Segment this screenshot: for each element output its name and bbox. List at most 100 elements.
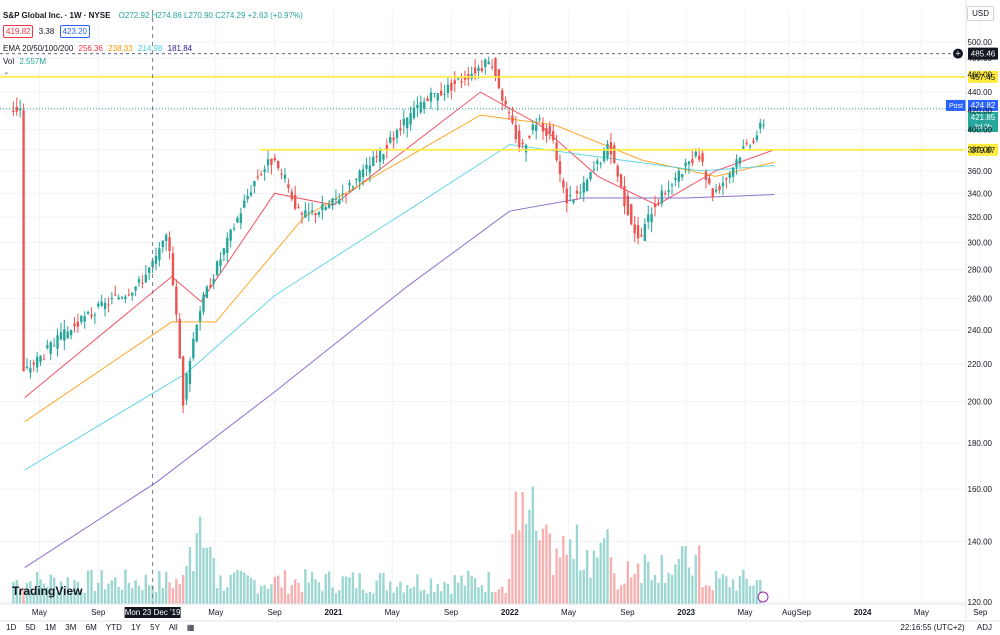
volume-bar <box>409 588 412 604</box>
volume-bar <box>691 575 694 604</box>
volume-bar <box>416 574 419 604</box>
y-tick-label: 440.00 <box>968 88 993 97</box>
candle-body <box>691 159 694 164</box>
candle-body <box>283 174 287 179</box>
calendar-icon[interactable]: ▦ <box>186 623 195 632</box>
volume-bar <box>219 575 222 604</box>
ema-legend[interactable]: EMA 20/50/100/200 256.36 238.33 214.98 1… <box>3 43 192 55</box>
volume-bar <box>246 575 249 604</box>
bid-price[interactable]: 419.82 <box>3 25 34 38</box>
candle-body <box>310 210 314 213</box>
tf-ytd[interactable]: YTD <box>105 623 122 632</box>
timeframe-bar: 1D 5D 1M 3M 6M YTD 1Y 5Y All ▦ <box>6 623 201 632</box>
candle-body <box>18 108 22 111</box>
candle-body <box>202 294 205 312</box>
candle-body <box>66 331 69 339</box>
volume-bar <box>178 583 181 604</box>
ema-line-ema50 <box>24 114 775 423</box>
candle-body <box>114 294 117 296</box>
post-tag: Post <box>949 103 963 110</box>
volume-bar <box>728 587 731 604</box>
collapse-icon[interactable]: ⌃ <box>3 71 10 80</box>
candle-body <box>351 186 355 188</box>
volume-bar <box>56 592 59 604</box>
candle-body <box>76 321 80 327</box>
volume-bar <box>446 583 450 604</box>
clock-time[interactable]: 22:16:55 (UTC+2) <box>900 623 965 632</box>
candle-body <box>246 195 249 200</box>
tf-5y[interactable]: 5Y <box>150 623 160 632</box>
candle-body <box>164 234 168 241</box>
candle-body <box>684 162 687 167</box>
ask-price[interactable]: 423.20 <box>59 25 90 38</box>
volume-bar <box>419 590 422 604</box>
tf-3m[interactable]: 3M <box>65 623 77 632</box>
tf-all[interactable]: All <box>168 623 178 632</box>
volume-bar <box>389 581 392 604</box>
volume-bar <box>402 592 405 604</box>
adj-toggle[interactable]: ADJ <box>976 623 992 632</box>
volume-bar <box>93 590 97 604</box>
candle-body <box>327 204 331 208</box>
volume-bar <box>293 579 297 604</box>
candle-body <box>372 156 375 167</box>
candle-body <box>487 61 490 65</box>
candle-body <box>256 176 260 178</box>
tf-5d[interactable]: 5D <box>25 623 36 632</box>
candle-body <box>365 164 368 169</box>
tf-1y[interactable]: 1Y <box>131 623 141 632</box>
volume-bar <box>718 578 721 604</box>
volume-bar <box>175 578 178 604</box>
candle-body <box>599 163 602 165</box>
candle-body <box>439 90 443 96</box>
candle-body <box>277 160 280 169</box>
candle-body <box>562 180 565 188</box>
volume-bar <box>490 591 494 604</box>
volume-bar <box>137 585 141 604</box>
volume-bar <box>721 574 725 604</box>
volume-bar <box>589 577 592 604</box>
volume-bar <box>443 582 446 604</box>
x-tick-label: May <box>737 608 752 617</box>
volume-bar <box>687 567 691 604</box>
tf-1d[interactable]: 1D <box>6 623 17 632</box>
volume-bar <box>650 579 653 604</box>
volume-bar <box>538 540 541 604</box>
volume-bar <box>12 581 15 604</box>
current-price-bg <box>968 111 998 132</box>
volume-bar <box>633 573 636 604</box>
volume-bar <box>395 587 399 604</box>
volume-bar <box>684 546 687 604</box>
volume-bar <box>195 533 198 604</box>
volume-bar <box>222 590 226 604</box>
candle-body <box>670 184 674 186</box>
level-label: 485.46 <box>971 50 996 59</box>
currency-selector[interactable]: USD <box>967 6 994 21</box>
lightning-icon <box>757 591 769 603</box>
candle-body <box>56 335 59 349</box>
post-price-bg <box>968 99 998 111</box>
volume-bar <box>229 574 232 604</box>
candle-body <box>582 182 585 193</box>
candle-body <box>460 81 463 83</box>
volume-legend[interactable]: Vol 2.557M <box>3 56 46 68</box>
candle-body <box>110 298 114 300</box>
volume-bar <box>473 578 477 604</box>
symbol-title[interactable]: S&P Global Inc. · 1W · NYSE <box>3 11 111 20</box>
quote-box: 419.82 3.38 423.20 <box>3 25 90 38</box>
y-tick-label: 180.00 <box>968 439 993 448</box>
ema-line-ema200 <box>24 193 775 569</box>
volume-bar <box>558 557 562 604</box>
candle-body <box>161 240 164 248</box>
candle-body <box>745 143 748 145</box>
volume-bar <box>120 589 124 604</box>
tf-1m[interactable]: 1M <box>44 623 57 632</box>
tf-6m[interactable]: 6M <box>85 623 97 632</box>
level-label-bg <box>968 70 998 83</box>
candle-body <box>300 213 304 215</box>
candle-body <box>12 110 15 113</box>
volume-bar <box>378 573 382 604</box>
volume-bar <box>358 573 361 604</box>
candle-body <box>708 178 711 184</box>
